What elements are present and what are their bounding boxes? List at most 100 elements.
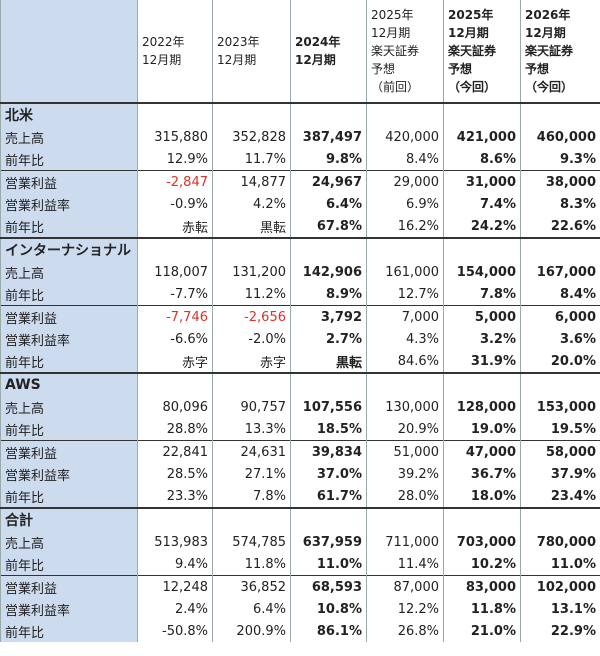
data-row: 前年比 -7.7% 11.2% 8.9% 12.7% 7.8% 8.4% [0,283,600,306]
row-label: 営業利益率 [0,598,138,620]
value-cell: 10.2% [443,553,521,576]
value-cell: 352,828 [212,126,291,148]
header-line: 2025年 [448,8,494,22]
data-row: 営業利益率 -6.6% -2.0% 2.7% 4.3% 3.2% 3.6% [0,328,600,350]
value-cell: 11.7% [212,148,291,171]
header-cell: 2026年 12月期 楽天証券 予想 （今回） [520,0,600,104]
value-cell: 12.2% [366,598,444,620]
value-cell: 2.7% [290,328,367,350]
table-body: 2022年 12月期 2023年 12月期 2024年 12月期 2025年 12月期 楽天証券… [0,0,600,642]
value-cell: 37.0% [290,463,367,485]
data-row: 前年比 28.8% 13.3% 18.5% 20.9% 19.0% 19.5% [0,418,600,441]
section-title: AWS [0,372,138,396]
value-cell: 22.6% [520,215,600,238]
value-cell: 703,000 [443,531,521,553]
row-label: 営業利益率 [0,463,138,485]
row-label: 前年比 [0,148,138,171]
value-cell: 6.4% [290,193,367,215]
section-row: インターナショナル [0,237,600,261]
header-line: 2023年 [217,35,260,49]
value-cell: -0.9% [137,193,213,215]
empty-cell [366,507,444,531]
value-cell: 18.5% [290,418,367,441]
section-title: 北米 [0,102,138,126]
header-line: （前回） [371,80,420,94]
value-cell: 赤字 [212,350,291,373]
value-cell: 142,906 [290,261,367,283]
value-cell: 84.6% [366,350,444,373]
data-row: 営業利益 -2,847 14,877 24,967 29,000 31,000 38,000 [0,170,600,193]
value-cell: 28.8% [137,418,213,441]
header-cell: 2025年 12月期 楽天証券 予想 （今回） [443,0,521,104]
value-cell: -6.6% [137,328,213,350]
header-line: 予想 [371,62,396,76]
value-cell: 7.8% [212,485,291,508]
data-row: 売上高 315,880 352,828 387,497 420,000 421,000 46… [0,126,600,148]
value-cell: 83,000 [443,575,521,598]
section-title: 合計 [0,507,138,531]
value-cell: 51,000 [366,440,444,463]
value-cell: 26.8% [366,620,444,642]
row-label: 営業利益率 [0,328,138,350]
value-cell: 58,000 [520,440,600,463]
value-cell: 20.0% [520,350,600,373]
value-cell: 11.0% [520,553,600,576]
empty-cell [520,372,600,396]
value-cell: 11.0% [290,553,367,576]
row-label: 売上高 [0,396,138,418]
header-line: 2024年 [295,35,341,49]
header-line: 2022年 [142,35,185,49]
empty-cell [520,102,600,126]
value-cell: -2,847 [137,170,213,193]
header-row: 2022年 12月期 2023年 12月期 2024年 12月期 2025年 12月期 楽天証券… [0,0,600,104]
header-line: 12月期 [525,26,566,40]
empty-cell [520,507,600,531]
value-cell: 20.9% [366,418,444,441]
value-cell: 19.5% [520,418,600,441]
value-cell: 39,834 [290,440,367,463]
data-row: 前年比 -50.8% 200.9% 86.1% 26.8% 21.0% 22.9% [0,620,600,642]
empty-cell [443,507,521,531]
empty-cell [212,102,291,126]
value-cell: 31,000 [443,170,521,193]
empty-cell [366,102,444,126]
header-cell: 2024年 12月期 [290,0,367,104]
value-cell: 24.2% [443,215,521,238]
value-cell: 5,000 [443,305,521,328]
value-cell: 7.8% [443,283,521,306]
value-cell: 574,785 [212,531,291,553]
data-row: 売上高 80,096 90,757 107,556 130,000 128,000 153,… [0,396,600,418]
value-cell: 黒転 [290,350,367,373]
value-cell: 61.7% [290,485,367,508]
value-cell: 9.3% [520,148,600,171]
data-row: 売上高 513,983 574,785 637,959 711,000 703,000 78… [0,531,600,553]
data-row: 前年比 赤字 赤字 黒転 84.6% 31.9% 20.0% [0,350,600,373]
value-cell: 39.2% [366,463,444,485]
value-cell: 36,852 [212,575,291,598]
empty-cell [290,372,367,396]
value-cell: 8.9% [290,283,367,306]
value-cell: 22.9% [520,620,600,642]
row-label: 売上高 [0,261,138,283]
empty-cell [137,507,213,531]
value-cell: -7,746 [137,305,213,328]
empty-cell [443,237,521,261]
value-cell: 7.4% [443,193,521,215]
empty-cell [443,372,521,396]
value-cell: 3.2% [443,328,521,350]
row-label: 営業利益 [0,440,138,463]
row-label: 営業利益 [0,170,138,193]
header-line: （今回） [448,80,497,94]
value-cell: 8.3% [520,193,600,215]
value-cell: 8.4% [366,148,444,171]
value-cell: 31.9% [443,350,521,373]
data-row: 営業利益 22,841 24,631 39,834 51,000 47,000 58,000 [0,440,600,463]
value-cell: -2,656 [212,305,291,328]
empty-cell [290,237,367,261]
value-cell: 24,631 [212,440,291,463]
value-cell: 12.9% [137,148,213,171]
empty-cell [212,372,291,396]
value-cell: 8.6% [443,148,521,171]
header-cell: 2023年 12月期 [212,0,291,104]
value-cell: 9.4% [137,553,213,576]
